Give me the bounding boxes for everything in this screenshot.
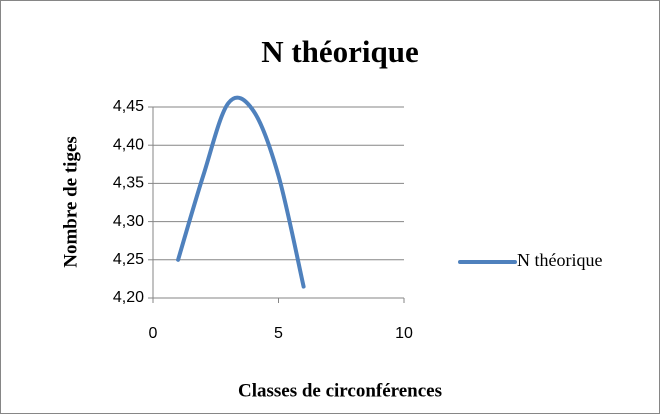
chart-title: N théorique [261,34,419,69]
y-tick-label: 4,40 [113,136,144,153]
x-axis-label: Classes de circonférences [238,380,442,401]
x-tick-label: 5 [274,325,283,342]
y-axis-label: Nombre de tiges [60,136,81,268]
y-tick-label: 4,25 [113,251,144,268]
series-line [176,95,306,289]
x-tick-label: 10 [395,325,413,342]
y-tick-label: 4,20 [113,289,144,306]
y-tick-label: 4,45 [113,98,144,115]
y-tick-label: 4,35 [113,175,144,192]
legend-label: N théorique [517,250,602,270]
x-tick-label: 0 [149,325,158,342]
y-tick-label: 4,30 [113,213,144,230]
